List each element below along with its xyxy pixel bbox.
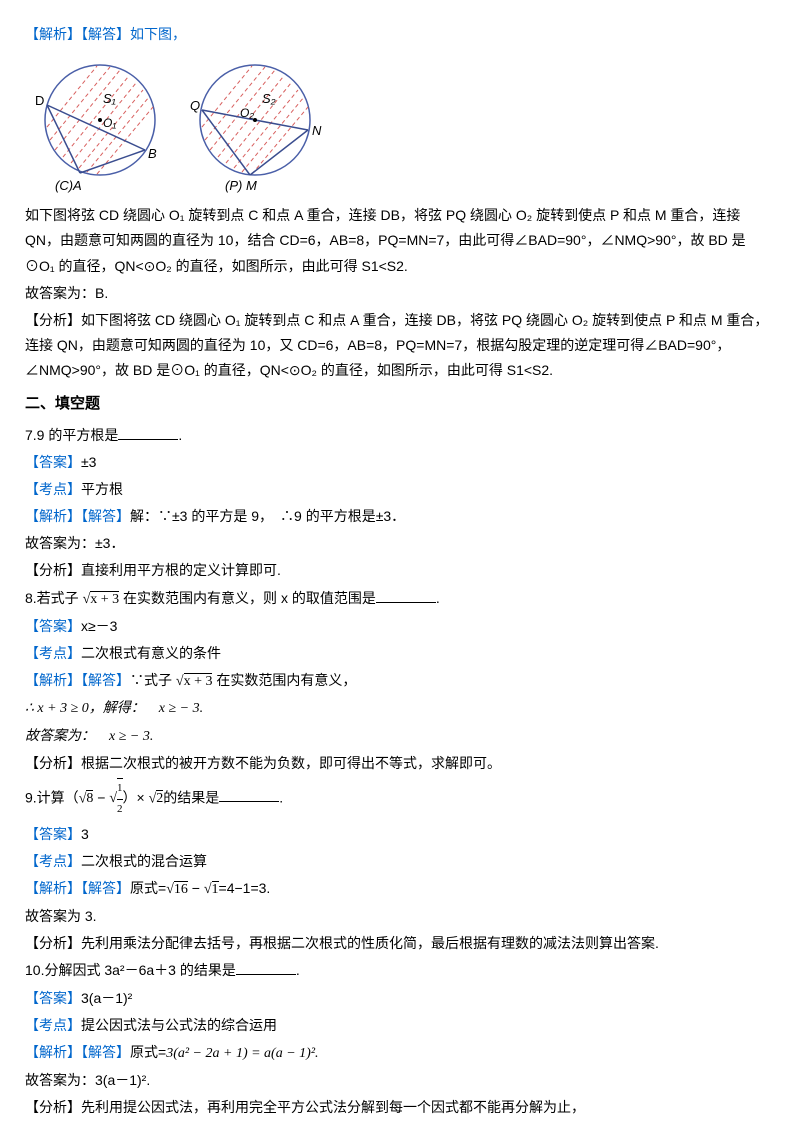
q10-guda: 故答案为：3(a－1)². [25, 1068, 775, 1093]
svg-text:(C)A: (C)A [55, 178, 82, 193]
q8-fenxi: 【分析】根据二次根式的被开方数不能为负数，即可得出不等式，求解即可。 [25, 751, 775, 776]
jiexi-label: 【解析】【解答】 [25, 508, 130, 524]
top-explain-1: 如下图将弦 CD 绕圆心 O₁ 旋转到点 C 和点 A 重合，连接 DB，将弦 … [25, 203, 775, 279]
q9-kaodian: 二次根式的混合运算 [81, 853, 207, 869]
jiexi-label: 【解析】【解答】 [25, 1044, 130, 1060]
answer-label: 【答案】 [25, 454, 81, 470]
q9-guda: 故答案为 3. [25, 904, 775, 929]
answer-label: 【答案】 [25, 990, 81, 1006]
q8-answer: x≥－3 [81, 618, 117, 634]
q8-jiexi-pre: ∵式子 [130, 672, 176, 688]
geometry-figure: D S₁ O₁ B (C)A Q S₂ O₂ N (P) M [25, 55, 775, 195]
kaodian-label: 【考点】 [25, 1017, 81, 1033]
answer-label: 【答案】 [25, 618, 81, 634]
q7-fenxi: 【分析】直接利用平方根的定义计算即可. [25, 558, 775, 583]
q8-jiexi-post: 在实数范围内有意义， [212, 672, 356, 688]
kaodian-label: 【考点】 [25, 853, 81, 869]
kaodian-label: 【考点】 [25, 481, 81, 497]
q7-guda: 故答案为：±3． [25, 531, 775, 556]
q9-fenxi: 【分析】先利用乘法分配律去括号，再根据二次根式的性质化简，最后根据有理数的减法法… [25, 931, 775, 956]
q10-question: 10.分解因式 3a²－6a＋3 的结果是. [25, 958, 775, 983]
q10-kaodian: 提公因式法与公式法的综合运用 [81, 1017, 277, 1033]
svg-text:S₁: S₁ [103, 91, 116, 106]
q7-jiexi: 解：∵±3 的平方是 9， ∴9 的平方根是±3． [130, 508, 405, 524]
jiexi-label: 【解析】【解答】 [25, 880, 130, 896]
q8-guda: 故答案为： x ≥ − 3. [25, 724, 775, 749]
svg-text:O₂: O₂ [240, 106, 254, 120]
q9-jiexi: 原式= [130, 880, 166, 896]
svg-text:(P) M: (P) M [225, 178, 257, 193]
svg-text:B: B [148, 146, 157, 161]
q9-answer: 3 [81, 826, 89, 842]
svg-text:Q: Q [190, 98, 200, 113]
svg-text:N: N [312, 123, 322, 138]
answer-label: 【答案】 [25, 826, 81, 842]
q10-formula: 3(a² − 2a + 1) = a(a − 1)². [166, 1046, 318, 1061]
svg-text:D: D [35, 93, 44, 108]
kaodian-label: 【考点】 [25, 645, 81, 661]
q8-question: 8.若式子 √x + 3 在实数范围内有意义，则 x 的取值范围是. [25, 586, 775, 612]
q8-line2: ∴ x + 3 ≥ 0，解得： x ≥ − 3. [25, 696, 775, 721]
q9-question: 9.计算（√8 − √12）× √2的结果是. [25, 778, 775, 820]
top-analysis: 【分析】如下图将弦 CD 绕圆心 O₁ 旋转到点 C 和点 A 重合，连接 DB… [25, 308, 775, 384]
q10-fenxi: 【分析】先利用提公因式法，再利用完全平方公式法分解到每一个因式都不能再分解为止， [25, 1095, 775, 1120]
jiexi-label: 【解析】【解答】如下图， [25, 26, 186, 42]
section-2-title: 二、填空题 [25, 390, 775, 417]
q7-answer: ±3 [81, 454, 96, 470]
q10-answer: 3(a－1)² [81, 990, 132, 1006]
q9-jiexi-post: =4−1=3. [219, 880, 271, 896]
jiexi-label: 【解析】【解答】 [25, 672, 130, 688]
svg-text:S₂: S₂ [262, 91, 276, 106]
q8-kaodian: 二次根式有意义的条件 [81, 645, 221, 661]
svg-text:O₁: O₁ [103, 116, 116, 130]
q7-kaodian: 平方根 [81, 481, 123, 497]
top-answer: 故答案为：B. [25, 281, 775, 306]
q7-question: 7.9 的平方根是. [25, 423, 775, 448]
q10-jiexi: 原式= [130, 1044, 166, 1060]
